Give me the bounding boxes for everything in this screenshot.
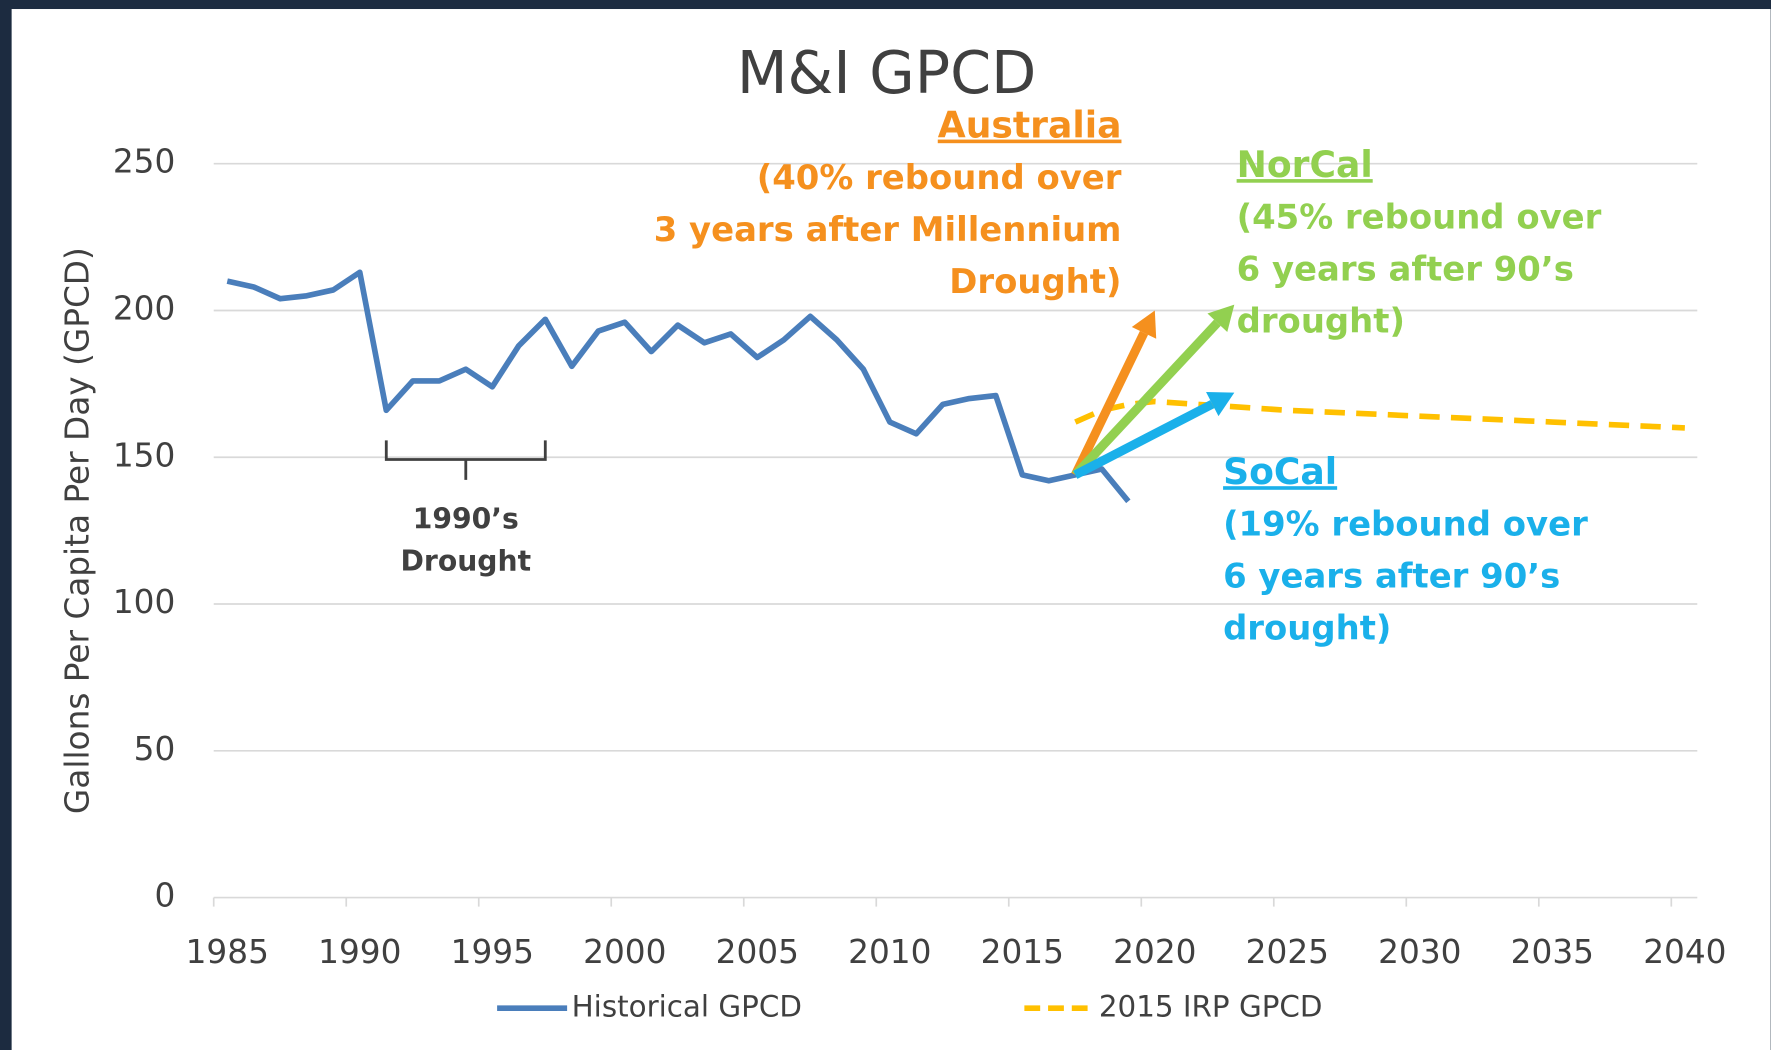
y-axis-label: Gallons Per Capita Per Day (GPCD): [58, 247, 96, 814]
x-tick-label: 2030: [1378, 933, 1461, 971]
arrow-head: [1131, 310, 1157, 339]
x-tick-label: 2035: [1511, 933, 1594, 971]
x-tick-label: 2015: [981, 933, 1064, 971]
rebound-arrow: [1072, 319, 1221, 478]
annotation-title: Australia: [938, 104, 1122, 147]
annotation-text: drought): [1237, 301, 1405, 340]
arrow-head: [1207, 304, 1235, 333]
drought-label: Drought: [400, 544, 531, 577]
annotation-text: drought): [1223, 609, 1391, 648]
annotation-text: 6 years after 90’s: [1223, 557, 1560, 596]
y-tick-label: 200: [113, 289, 175, 327]
x-tick-label: 2000: [583, 933, 666, 971]
rebound-arrow: [1073, 400, 1215, 479]
annotation-text: 6 years after 90’s: [1237, 249, 1574, 288]
annotation-text: Drought): [949, 262, 1121, 301]
y-tick-label: 50: [134, 730, 176, 768]
annotation-text: (19% rebound over: [1223, 505, 1588, 544]
annotation-title: SoCal: [1223, 450, 1337, 493]
y-tick-label: 150: [113, 436, 175, 474]
annotation-text: (40% rebound over: [757, 158, 1122, 197]
annotation-text: 3 years after Millennium: [654, 210, 1122, 249]
x-tick-label: 1990: [318, 933, 401, 971]
x-tick-label: 2025: [1246, 933, 1329, 971]
x-tick-label: 2040: [1643, 933, 1726, 971]
y-tick-label: 0: [155, 877, 176, 915]
legend-label: Historical GPCD: [572, 990, 802, 1024]
drought-bracket: [384, 440, 547, 480]
x-tick-label: 1995: [451, 933, 534, 971]
x-tick-label: 1985: [186, 933, 269, 971]
y-tick-label: 100: [113, 583, 175, 621]
drought-label: 1990’s: [413, 502, 519, 535]
chart-title: M&I GPCD: [737, 39, 1036, 107]
x-tick-label: 2005: [716, 933, 799, 971]
rebound-arrow: [1071, 330, 1149, 477]
annotation-title: NorCal: [1237, 143, 1373, 186]
annotation-text: (45% rebound over: [1237, 198, 1602, 237]
y-tick-label: 250: [113, 143, 175, 181]
arrow-head: [1206, 392, 1235, 417]
x-tick-label: 2010: [848, 933, 931, 971]
x-tick-label: 2020: [1113, 933, 1196, 971]
series-line: [226, 269, 1131, 504]
plot-background: [11, 9, 1771, 1050]
legend-label: 2015 IRP GPCD: [1099, 990, 1323, 1024]
